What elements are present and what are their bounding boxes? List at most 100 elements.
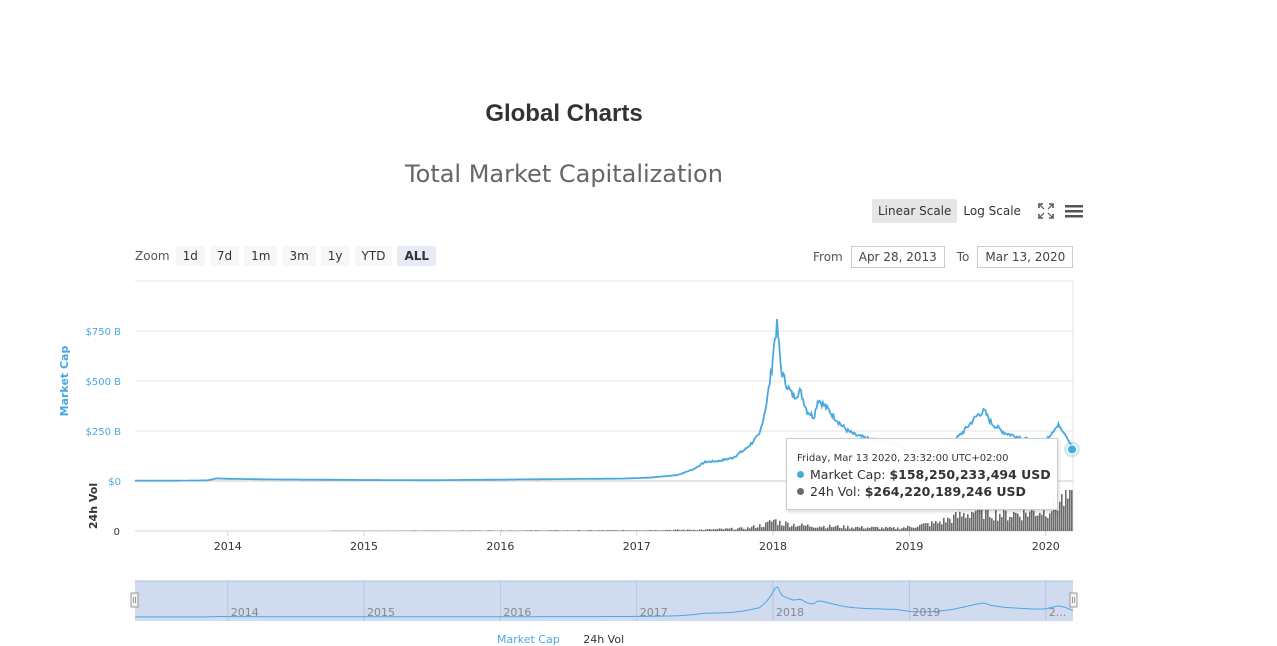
volume-bar <box>963 513 965 531</box>
volume-bar <box>851 527 853 531</box>
volume-bar <box>885 527 887 531</box>
volume-bar <box>759 524 761 531</box>
volume-bar <box>753 525 755 531</box>
x-tick-label: 2018 <box>759 540 787 553</box>
volume-bar <box>551 530 553 531</box>
volume-bar <box>689 530 691 531</box>
x-tick-label: 2014 <box>214 540 242 553</box>
navigator-right-handle[interactable] <box>1070 593 1077 607</box>
to-date-input[interactable]: Mar 13, 2020 <box>977 246 1073 268</box>
volume-bar <box>931 521 933 531</box>
volume-bar <box>919 525 921 531</box>
y-tick-label: $250 B <box>86 427 122 438</box>
y-tick-label: $750 B <box>86 327 122 338</box>
volume-bar <box>867 528 869 531</box>
volume-bar <box>1007 520 1009 531</box>
tooltip-cap-value: $158,250,233,494 USD <box>889 467 1050 482</box>
volume-bar <box>709 529 711 531</box>
volume-bar <box>811 527 813 531</box>
volume-bar <box>461 530 463 531</box>
volume-bar <box>491 530 493 531</box>
volume-bar <box>871 527 873 531</box>
volume-bar <box>747 527 749 531</box>
hamburger-menu-icon[interactable] <box>1065 202 1083 220</box>
volume-bar <box>685 530 687 531</box>
navigator-tick-label: 2016 <box>503 606 531 619</box>
page-title: Global Charts <box>0 100 1128 128</box>
volume-bar <box>863 529 865 531</box>
log-scale-button[interactable]: Log Scale <box>957 199 1027 223</box>
volume-bar <box>597 530 599 531</box>
volume-bar <box>563 530 565 531</box>
volume-bar <box>897 527 899 531</box>
volume-bar <box>821 527 823 531</box>
volume-bar <box>1071 490 1073 531</box>
volume-bar <box>749 528 751 531</box>
volume-bar <box>415 530 417 531</box>
volume-bar <box>717 529 719 531</box>
zoom-1d-button[interactable]: 1d <box>176 246 205 266</box>
volume-bar <box>831 527 833 531</box>
volume-bar <box>1049 513 1051 531</box>
hover-point <box>1068 445 1077 454</box>
volume-bar <box>671 530 673 531</box>
volume-bar <box>1063 506 1065 531</box>
volume-bar <box>967 514 969 531</box>
volume-bar <box>463 530 465 531</box>
volume-bar <box>665 530 667 531</box>
fullscreen-icon-glyph <box>1038 203 1054 219</box>
volume-bar <box>487 530 489 531</box>
volume-bar <box>1019 517 1021 531</box>
volume-bar <box>785 521 787 531</box>
volume-bar <box>539 530 541 531</box>
volume-bar <box>653 530 655 531</box>
volume-bar <box>1013 512 1015 531</box>
volume-bar <box>911 527 913 531</box>
volume-bar <box>641 530 643 531</box>
y-tick-label: $0 <box>108 477 121 488</box>
zoom-ytd-button[interactable]: YTD <box>355 246 393 266</box>
volume-bar <box>951 523 953 531</box>
volume-bar <box>711 530 713 531</box>
navigator-left-handle[interactable] <box>131 593 138 607</box>
legend-volume[interactable]: 24h Vol <box>583 633 624 646</box>
linear-scale-button[interactable]: Linear Scale <box>872 199 957 223</box>
volume-bar <box>571 530 573 531</box>
volume-bar <box>1059 502 1061 531</box>
volume-bar <box>941 524 943 531</box>
from-date-input[interactable]: Apr 28, 2013 <box>851 246 945 268</box>
fullscreen-icon[interactable] <box>1037 202 1055 220</box>
volume-bar <box>991 518 993 531</box>
volume-bar <box>893 527 895 531</box>
zoom-1y-button[interactable]: 1y <box>321 246 350 266</box>
volume-bar <box>915 528 917 531</box>
x-tick-label: 2017 <box>623 540 651 553</box>
volume-bar <box>411 530 413 531</box>
volume-bar <box>723 529 725 531</box>
volume-bar <box>623 530 625 531</box>
zoom-all-button[interactable]: ALL <box>397 246 436 266</box>
volume-bar <box>895 529 897 531</box>
volume-dot-icon <box>797 488 804 495</box>
volume-bar <box>555 530 557 531</box>
volume-bar <box>997 521 999 531</box>
volume-bar <box>765 522 767 531</box>
x-tick-label: 2015 <box>350 540 378 553</box>
volume-bar <box>615 530 617 531</box>
volume-bar <box>971 512 973 531</box>
volume-bar <box>1001 517 1003 531</box>
volume-bar <box>923 523 925 531</box>
legend-market-cap[interactable]: Market Cap <box>497 633 560 646</box>
volume-bar <box>735 529 737 531</box>
volume-bar <box>855 527 857 531</box>
zoom-3m-button[interactable]: 3m <box>282 246 315 266</box>
volume-bar <box>585 530 587 531</box>
vol-ytick-label: 0 <box>114 527 120 538</box>
volume-bar <box>995 508 997 531</box>
zoom-1m-button[interactable]: 1m <box>244 246 277 266</box>
zoom-7d-button[interactable]: 7d <box>210 246 239 266</box>
volume-bar <box>787 523 789 531</box>
navigator-tick-label: 2... <box>1049 606 1067 619</box>
volume-bar <box>875 527 877 531</box>
volume-bar <box>683 530 685 531</box>
